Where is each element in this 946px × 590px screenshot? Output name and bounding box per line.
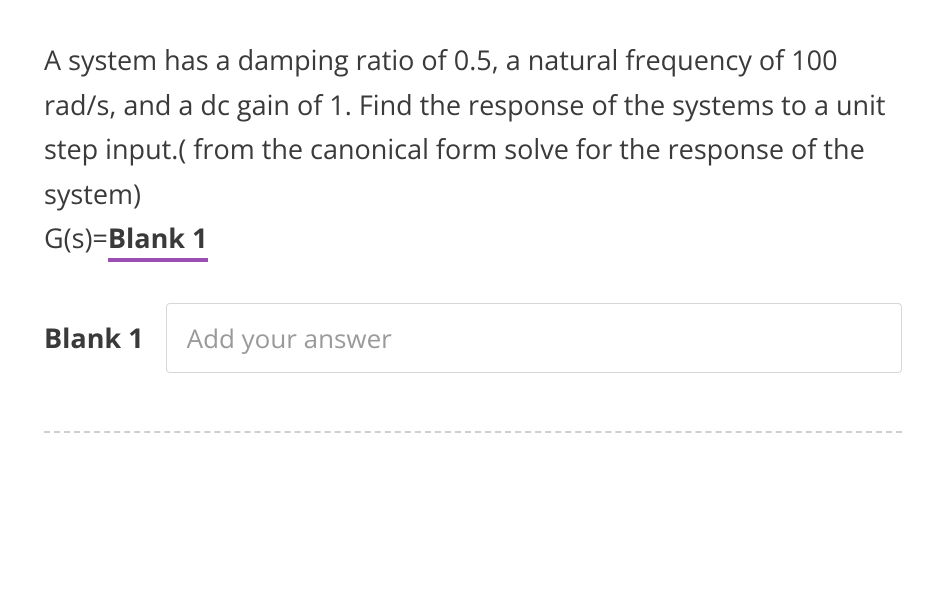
section-divider xyxy=(44,431,902,433)
gs-prefix: G(s)= xyxy=(44,219,108,256)
answer-input[interactable] xyxy=(166,303,902,373)
question-body: A system has a damping ratio of 0.5, a n… xyxy=(44,38,902,261)
question-text-main: A system has a damping ratio of 0.5, a n… xyxy=(44,41,886,212)
answer-row: Blank 1 xyxy=(44,303,902,373)
blank-reference: Blank 1 xyxy=(108,219,208,262)
blank-label: Blank 1 xyxy=(44,319,144,356)
